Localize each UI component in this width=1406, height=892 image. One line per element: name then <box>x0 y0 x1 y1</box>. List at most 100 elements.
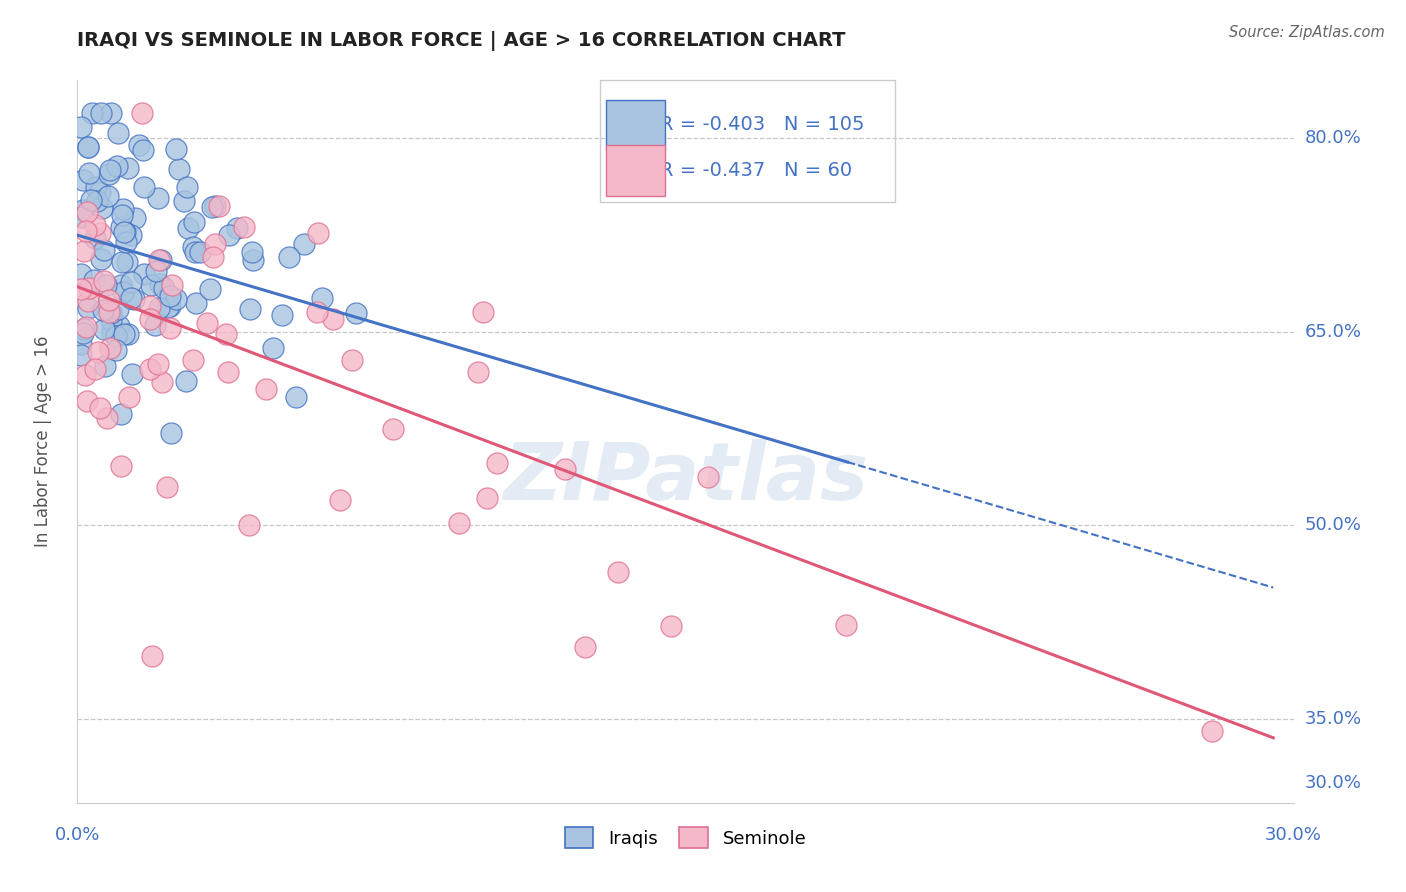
Point <box>204 199 226 213</box>
Point <box>100 105 122 120</box>
Point <box>270 308 292 322</box>
Text: ZIPatlas: ZIPatlas <box>503 439 868 516</box>
Point <box>467 365 489 379</box>
Point <box>70 267 93 281</box>
Point <box>105 160 128 174</box>
Point <box>146 190 169 204</box>
Point <box>107 302 129 317</box>
Point <box>134 180 156 194</box>
Point <box>141 649 163 664</box>
Point <box>73 244 96 259</box>
Text: Source: ZipAtlas.com: Source: ZipAtlas.com <box>1229 25 1385 40</box>
Point <box>160 277 183 292</box>
Point <box>240 245 263 260</box>
Point <box>215 326 238 341</box>
Point <box>121 367 143 381</box>
Point <box>76 205 98 219</box>
Point <box>79 193 101 207</box>
Point <box>153 280 176 294</box>
Point <box>292 236 315 251</box>
Point <box>149 277 172 292</box>
Point <box>329 492 352 507</box>
Point <box>177 220 200 235</box>
Point <box>165 292 187 306</box>
Point <box>90 105 112 120</box>
Point <box>98 293 121 307</box>
Text: 80.0%: 80.0% <box>1305 129 1361 147</box>
Text: R = -0.403   N = 105: R = -0.403 N = 105 <box>659 115 865 134</box>
Point <box>122 293 145 307</box>
Point <box>145 318 167 332</box>
Point <box>117 161 139 175</box>
Point <box>217 365 239 379</box>
Point <box>167 161 190 176</box>
Point <box>77 166 100 180</box>
Point <box>72 210 94 224</box>
Point <box>198 282 221 296</box>
Point <box>73 322 96 336</box>
Point <box>83 361 105 376</box>
Point <box>134 267 156 281</box>
Point <box>239 301 262 316</box>
Point <box>120 292 142 306</box>
Point <box>96 411 118 425</box>
Point <box>70 347 93 361</box>
Point <box>100 306 122 320</box>
Point <box>76 393 98 408</box>
Point <box>159 320 181 334</box>
Point <box>112 285 135 300</box>
Point <box>696 470 718 484</box>
Point <box>145 264 167 278</box>
Point <box>183 214 205 228</box>
Point <box>70 282 93 296</box>
Point <box>475 491 498 505</box>
Point <box>181 353 204 368</box>
Point <box>111 202 134 216</box>
Point <box>139 299 162 313</box>
Point <box>165 141 187 155</box>
Text: In Labor Force | Age > 16: In Labor Force | Age > 16 <box>34 335 52 548</box>
Point <box>120 275 142 289</box>
Point <box>311 291 333 305</box>
Point <box>93 322 115 336</box>
Point <box>148 301 170 315</box>
Legend: Iraqis, Seminole: Iraqis, Seminole <box>557 820 814 855</box>
Point <box>86 180 108 194</box>
Point <box>87 345 110 359</box>
Point <box>124 211 146 226</box>
Point <box>70 120 93 134</box>
Point <box>254 382 277 396</box>
Point <box>76 139 98 153</box>
Point <box>238 517 260 532</box>
Point <box>471 304 494 318</box>
Point <box>159 299 181 313</box>
Point <box>93 303 115 318</box>
Point <box>75 224 97 238</box>
Text: IRAQI VS SEMINOLE IN LABOR FORCE | AGE > 16 CORRELATION CHART: IRAQI VS SEMINOLE IN LABOR FORCE | AGE >… <box>77 31 846 52</box>
Point <box>111 255 134 269</box>
Text: 30.0%: 30.0% <box>1265 826 1322 844</box>
Point <box>120 228 142 243</box>
Point <box>83 230 105 244</box>
Point <box>70 336 93 351</box>
Point <box>139 361 162 376</box>
Point <box>94 359 117 373</box>
Point <box>207 199 229 213</box>
Point <box>94 278 117 293</box>
Point <box>138 312 160 326</box>
Point <box>278 250 301 264</box>
Point <box>98 167 121 181</box>
Point <box>91 201 114 215</box>
Point <box>98 305 121 319</box>
Point <box>93 274 115 288</box>
Point <box>607 566 630 580</box>
Point <box>72 173 94 187</box>
Point <box>1201 723 1223 738</box>
Point <box>225 221 247 235</box>
Point <box>184 244 207 259</box>
Point <box>382 422 405 436</box>
Point <box>195 316 218 330</box>
Point <box>131 105 153 120</box>
Text: 0.0%: 0.0% <box>55 826 100 844</box>
Point <box>117 390 139 404</box>
